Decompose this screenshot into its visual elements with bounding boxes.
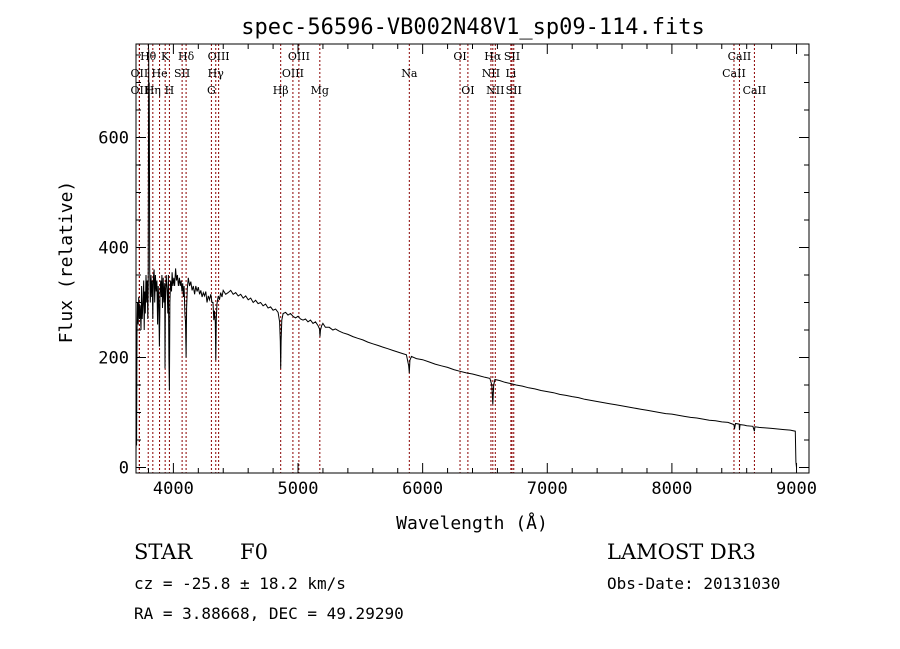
y-tick-label: 200 [98,349,129,369]
line-label: OIII [208,50,230,63]
line-label: OIII [288,50,310,63]
line-label: H [165,84,175,97]
line-label: SII [174,67,190,80]
y-tick-label: 400 [98,239,129,259]
line-label: Hβ [273,84,289,97]
line-label: SII [506,84,522,97]
line-label: CaII [743,84,767,97]
line-label: Na [401,67,418,80]
axis-ticks: 4000 5000 6000 7000 8000 9000 0 200 400 600 [98,44,817,499]
line-label: Hα [484,50,502,63]
coordinates: RA = 3.88668, DEC = 49.29290 [134,604,404,623]
chart-title: spec-56596-VB002N48V1_sp09-114.fits [241,15,705,40]
line-label: CaII [728,50,752,63]
x-tick-label: 6000 [402,479,443,499]
x-tick-label: 4000 [153,479,194,499]
line-label: SII [504,50,520,63]
line-label: K [161,50,170,63]
obs-date: Obs-Date: 20131030 [607,574,781,593]
line-label: OI [461,84,474,97]
line-label: OI [453,50,466,63]
subclass: F0 [240,540,268,564]
x-tick-label: 8000 [651,479,692,499]
plot-frame [135,43,810,474]
line-label: Mg [311,84,329,97]
y-axis-title: Flux (relative) [56,181,77,344]
emission-line-markers [138,44,755,473]
x-tick-label: 5000 [278,479,319,499]
x-axis-title: Wavelength (Å) [396,512,548,534]
line-label: Hη [145,84,161,97]
line-label: Hδ [178,50,195,63]
line-label: OII [131,67,149,80]
y-tick-label: 0 [119,459,129,479]
line-label: OIII [282,67,304,80]
x-tick-label: 9000 [776,479,817,499]
line-label: Li [505,67,516,80]
line-label: He [152,67,168,80]
line-label: NII [482,67,500,80]
line-label: OII [131,84,149,97]
line-label: Hγ [208,67,225,80]
line-label: G [207,84,216,97]
line-label: CaII [722,67,746,80]
x-tick-label: 7000 [527,479,568,499]
redshift-text: cz = -25.8 ± 18.2 km/s [134,574,346,593]
line-label: NII [486,84,504,97]
y-tick-label: 600 [98,129,129,149]
survey-name: LAMOST DR3 [607,540,756,564]
spectrum-line [135,49,797,468]
object-type: STAR [134,540,193,564]
